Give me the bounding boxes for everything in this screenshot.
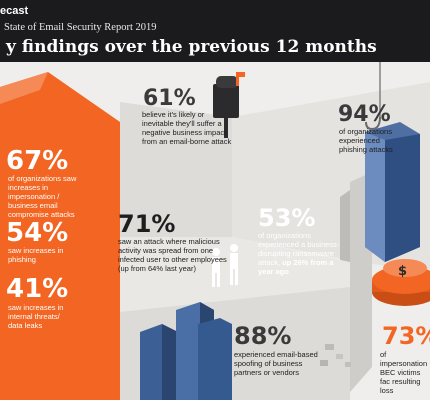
stat-88-value: 88% [234,322,292,350]
stat-41-desc: saw increases in internal threats/ data … [8,303,64,330]
stat-71-desc: saw an attack where malicious activity w… [118,237,227,273]
orange-wall [0,72,120,400]
stat-88-desc: experienced email-based spoofing of busi… [234,350,318,377]
back-wall [120,102,232,237]
people-icon [212,244,238,287]
stat-53-desc-b: up 26% from a year ago [258,258,334,276]
stat-67-value: 67% [6,146,69,176]
svg-text:$: $ [398,264,407,279]
stat-67-desc: of organizations saw increases in impers… [8,174,77,219]
stat-54-desc: saw increases in phishing [8,246,64,264]
buildings-icon [140,302,232,400]
stat-53-desc: of organizations experienced a business-… [258,231,348,276]
phished-building-icon [365,122,420,262]
stat-71-value: 71% [118,210,176,238]
mailbox-icon [213,72,245,138]
report-title: State of Email Security Report 2019 [4,22,157,33]
stat-54-value: 54% [6,218,69,248]
money-pile-icon: $ [372,259,430,306]
background-art: $ [0,62,430,400]
stat-94-value: 94% [338,102,391,127]
stat-41-value: 41% [6,274,69,304]
stat-73-value: 73% [382,322,430,350]
infographic-stage: $ 67% of organizations saw increases in … [0,62,430,400]
brand-logo: ecast [0,5,29,17]
stat-53-value: 53% [258,204,316,232]
page-title: y findings over the previous 12 months [6,37,377,57]
stat-53-desc-a: of organizations experienced a business-… [258,231,340,267]
stat-61-desc: believe it's likely or inevitable they'l… [142,110,232,146]
header: ecast State of Email Security Report 201… [0,0,430,62]
stat-94-desc: of organizations experienced phishing at… [339,127,393,154]
stat-73-desc: of impersonation BEC victims fac resulti… [380,350,428,395]
fishhook-icon [365,62,381,131]
stat-61-value: 61% [143,86,196,111]
